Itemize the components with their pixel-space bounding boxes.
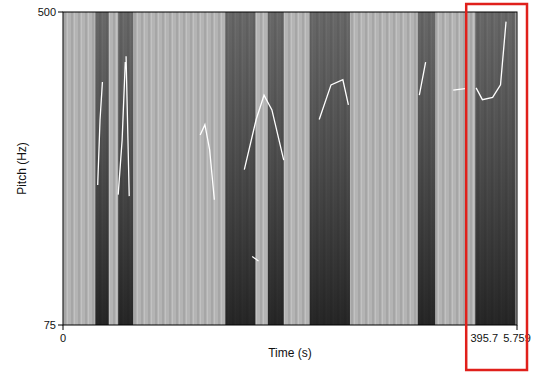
- plot-area: [95, 12, 515, 325]
- dark-band: [225, 12, 255, 325]
- highlight-box: [466, 4, 527, 370]
- y-tick: [58, 325, 63, 326]
- spectrogram-ground: [63, 12, 517, 325]
- y-tick-label: 500: [38, 6, 56, 18]
- plot-frame: [63, 12, 517, 325]
- dark-band: [95, 12, 108, 325]
- x-axis-title: Time (s): [268, 346, 312, 360]
- y-tick: [58, 12, 63, 13]
- y-tick-label: 75: [44, 319, 56, 331]
- pitch-contour: [98, 22, 506, 261]
- dark-band: [475, 12, 515, 325]
- dark-band: [310, 12, 350, 325]
- x-tick: [517, 325, 518, 330]
- x-tick-label: 0: [60, 332, 66, 344]
- y-axis-title: Pitch (Hz): [15, 142, 29, 195]
- chart: 7550005.759Time (s)Pitch (Hz)395.7: [0, 0, 550, 376]
- annotation: 395.7: [470, 332, 498, 344]
- dark-band: [418, 12, 435, 325]
- x-tick: [63, 325, 64, 330]
- dark-band: [268, 12, 284, 325]
